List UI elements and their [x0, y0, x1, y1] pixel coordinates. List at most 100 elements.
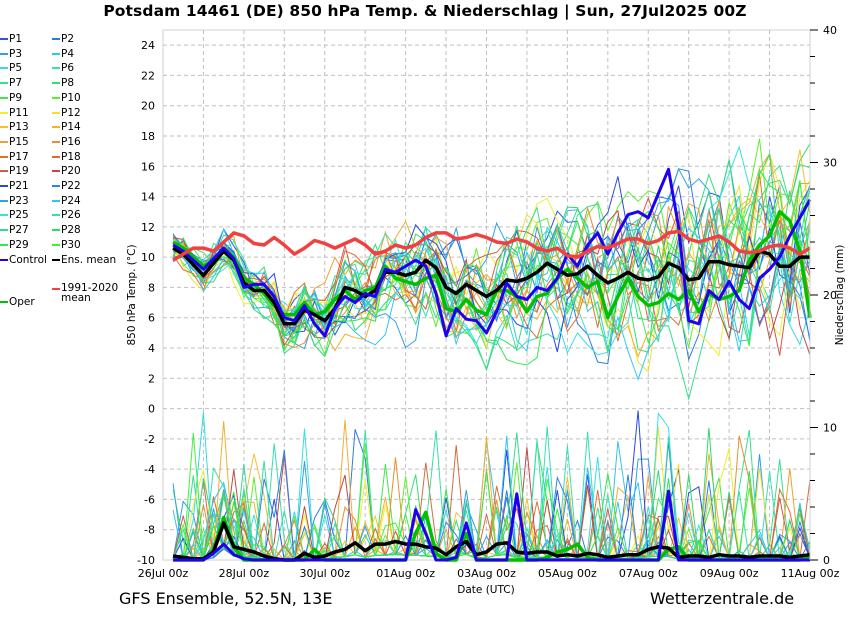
legend-item-p12: P12 [52, 107, 81, 119]
legend-label: P12 [61, 106, 81, 119]
legend-item-p11: P11 [0, 107, 29, 119]
legend-item-control: Control [0, 254, 47, 266]
y-tick-label: -8 [144, 524, 155, 537]
chart-title: Potsdam 14461 (DE) 850 hPa Temp. & Niede… [103, 2, 747, 20]
x-tick-label: 05Aug 00z [538, 567, 597, 580]
legend-label: P19 [9, 165, 29, 178]
legend-swatch [52, 52, 60, 55]
y-tick-label: 16 [141, 160, 155, 173]
y-tick-label: -6 [144, 493, 155, 506]
legend-label: P10 [61, 91, 81, 104]
legend-item-p26: P26 [52, 209, 81, 221]
legend-item-p2: P2 [52, 33, 74, 45]
legend-swatch [52, 140, 60, 143]
legend-item-p1: P1 [0, 33, 22, 45]
legend-label: P26 [61, 209, 81, 222]
y-tick-label: 22 [141, 69, 155, 82]
legend-label: P22 [61, 180, 81, 192]
legend-label: P29 [9, 238, 29, 251]
legend-item-p6: P6 [52, 62, 74, 74]
y-tick-label: 6 [148, 312, 155, 325]
y2-axis-label: Niederschlag (mm) [834, 245, 846, 346]
legend-item-p24: P24 [52, 195, 81, 207]
x-tick-label: 09Aug 00z [700, 567, 759, 580]
legend-item-p7: P7 [0, 77, 22, 89]
legend-swatch [0, 229, 8, 232]
legend-item-p8: P8 [52, 77, 74, 89]
y2-tick-label: 20 [823, 289, 837, 302]
legend-swatch [0, 38, 8, 40]
legend-item-p28: P28 [52, 224, 81, 236]
y2-tick-label: 30 [823, 157, 837, 170]
legend-item-p3: P3 [0, 48, 22, 60]
legend-item-p4: P4 [52, 48, 74, 60]
legend-item-1991-2020-mean: 1991-2020 mean [52, 283, 121, 303]
y2-tick-label: 40 [823, 24, 837, 37]
y-tick-label: 4 [148, 342, 155, 355]
temp-line-p28 [172, 152, 811, 358]
y-tick-label: 8 [148, 281, 155, 294]
temp-line-p26 [172, 187, 811, 343]
x-tick-label: 28Jul 00z [219, 567, 270, 580]
legend-label: P13 [9, 121, 29, 134]
legend-label: P5 [9, 62, 23, 75]
x-tick-label: 01Aug 00z [376, 567, 435, 580]
legend-label: P21 [9, 180, 29, 192]
x-tick-label: 03Aug 00z [457, 567, 516, 580]
y-tick-label: -4 [144, 463, 155, 476]
y-tick-label: 18 [141, 130, 155, 143]
footer-model-info: GFS Ensemble, 52.5N, 13E [119, 589, 333, 608]
temp-line-p29 [172, 168, 811, 366]
y2-tick-label: 10 [823, 422, 837, 435]
legend-label: P2 [61, 33, 75, 45]
legend-item-p22: P22 [52, 180, 81, 192]
footer-source: Wetterzentrale.de [650, 589, 795, 608]
precip-line-control [173, 489, 810, 562]
legend-swatch [52, 229, 60, 232]
legend-label: P3 [9, 47, 23, 60]
legend-item-p14: P14 [52, 121, 81, 133]
legend-label: P9 [9, 91, 23, 104]
legend-item-oper: Oper [0, 296, 35, 308]
legend-label: P18 [61, 150, 81, 163]
legend-label: P7 [9, 77, 23, 90]
legend-swatch [52, 185, 60, 187]
legend-swatch [52, 155, 60, 158]
legend-swatch [0, 170, 8, 173]
legend-swatch [52, 96, 60, 99]
legend-swatch [52, 287, 60, 290]
legend-label: Control [9, 253, 47, 266]
legend-item-p13: P13 [0, 121, 29, 133]
legend-label: P14 [61, 121, 81, 134]
precip-line-p21 [172, 410, 811, 561]
temp-line-p2 [172, 185, 811, 365]
y-tick-label: 24 [141, 39, 155, 52]
legend-swatch [0, 52, 8, 55]
legend-item-p5: P5 [0, 62, 22, 74]
legend-label: P28 [61, 224, 81, 237]
legend-swatch [0, 111, 8, 114]
legend-label: P30 [61, 238, 81, 251]
legend-label: P23 [9, 194, 29, 207]
legend-item-p10: P10 [52, 92, 81, 104]
legend-item-ens-mean: Ens. mean [52, 254, 116, 266]
legend-swatch [0, 96, 8, 99]
legend-item-p23: P23 [0, 195, 29, 207]
legend-swatch [0, 214, 8, 217]
legend-swatch [0, 243, 8, 246]
legend-swatch [0, 67, 8, 70]
precip-series [172, 410, 811, 562]
y-tick-label: 0 [148, 403, 155, 416]
legend-item-p27: P27 [0, 224, 29, 236]
legend-label: P4 [61, 47, 75, 60]
legend-swatch [0, 126, 8, 129]
legend-swatch [0, 258, 8, 261]
temp-line-control [172, 167, 812, 338]
legend-item-p17: P17 [0, 151, 29, 163]
legend-swatch [52, 199, 60, 202]
legend-swatch [52, 111, 60, 114]
y-tick-label: -2 [144, 433, 155, 446]
x-tick-label: 07Aug 00z [619, 567, 678, 580]
